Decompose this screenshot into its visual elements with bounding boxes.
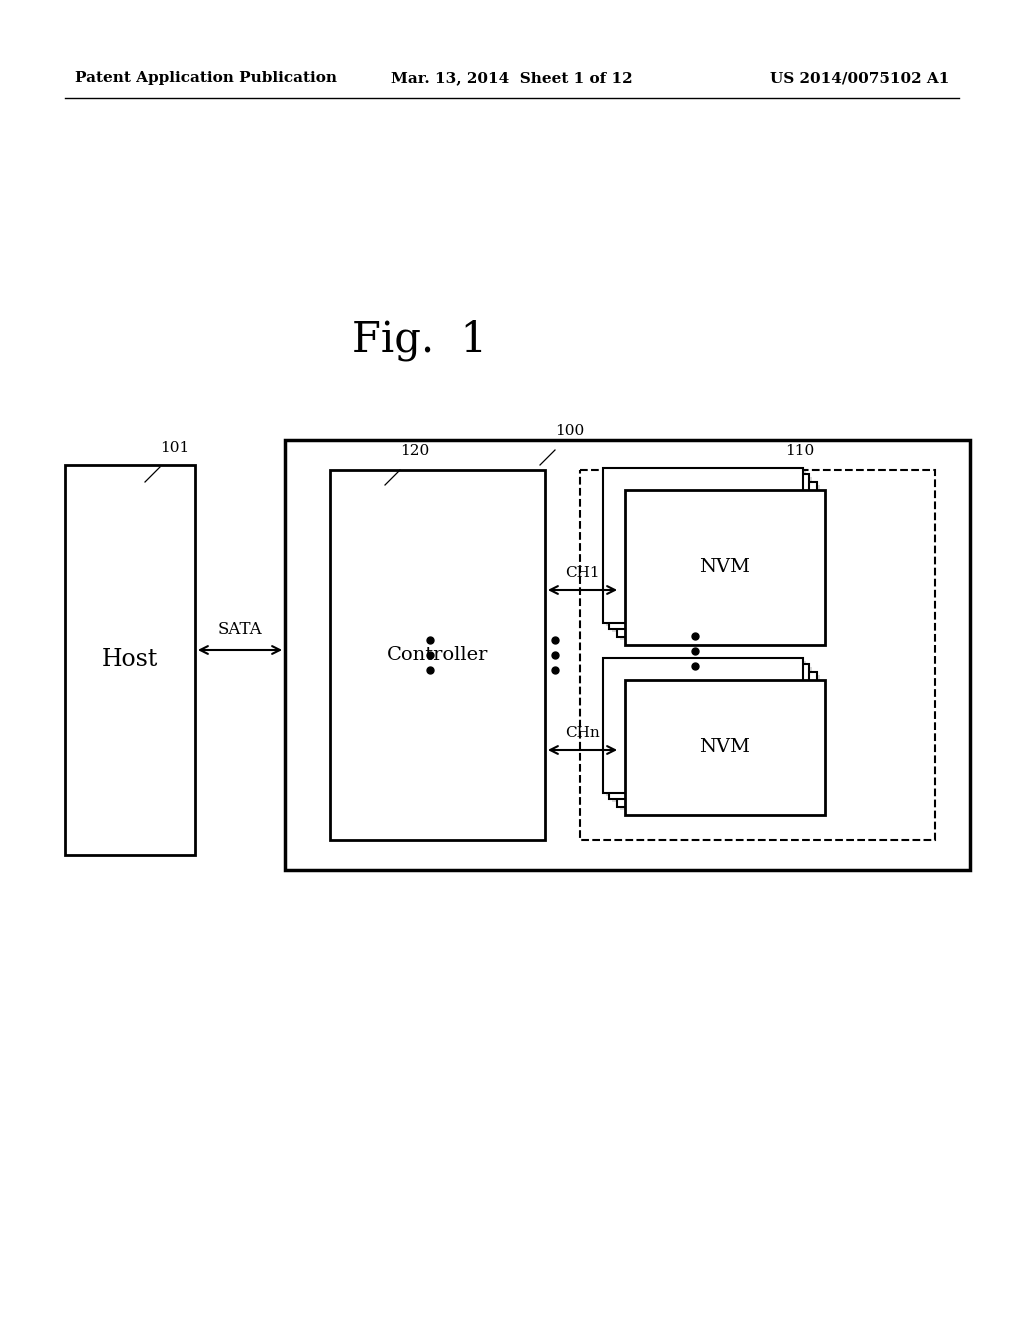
Bar [609,664,809,799]
Bar [65,465,195,855]
Bar [609,474,809,630]
Bar [617,672,817,807]
Text: Fig.  1: Fig. 1 [352,319,487,360]
Text: 110: 110 [785,444,815,458]
Text: NVM: NVM [699,738,751,756]
Bar [612,477,812,632]
Bar [603,657,803,793]
Bar [606,471,806,626]
Bar [617,482,817,638]
Bar [625,680,825,814]
Bar [603,469,803,623]
Text: Mar. 13, 2014  Sheet 1 of 12: Mar. 13, 2014 Sheet 1 of 12 [391,71,633,84]
Text: 101: 101 [161,441,189,455]
Text: CHn: CHn [565,726,600,741]
Bar [612,667,812,803]
Text: Patent Application Publication: Patent Application Publication [75,71,337,84]
Bar [285,440,970,870]
Text: SATA: SATA [218,620,262,638]
Bar [580,470,935,840]
Text: 100: 100 [555,424,585,438]
Bar [620,675,820,810]
Text: US 2014/0075102 A1: US 2014/0075102 A1 [770,71,949,84]
Text: CH1: CH1 [565,566,600,579]
Bar [606,661,806,796]
Text: 120: 120 [400,444,430,458]
Bar [625,490,825,645]
Text: NVM: NVM [699,558,751,577]
Bar [330,470,545,840]
Bar [620,484,820,640]
Text: Controller: Controller [387,645,488,664]
Text: Host: Host [101,648,158,672]
